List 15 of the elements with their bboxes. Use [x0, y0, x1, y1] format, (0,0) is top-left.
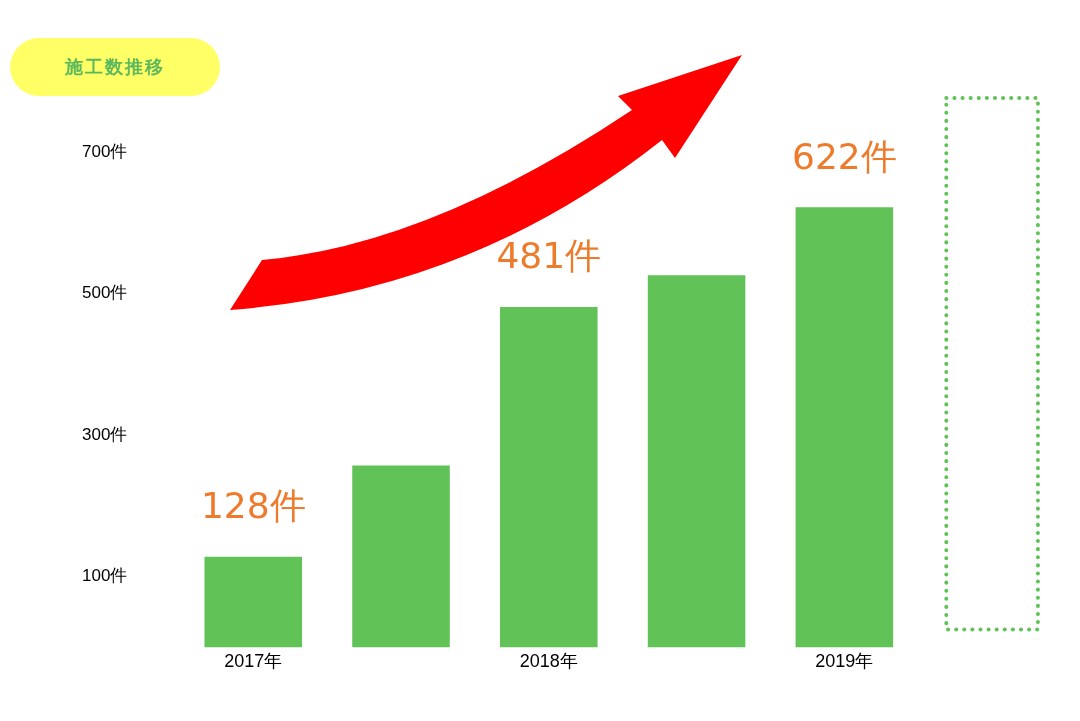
- y-tick-label: 500件: [81, 283, 128, 303]
- bar: [500, 306, 598, 648]
- y-tick-label: 300件: [81, 424, 128, 444]
- y-tick-label: 700件: [81, 141, 128, 161]
- bar: [647, 275, 746, 648]
- bar: [352, 465, 450, 648]
- x-tick-label: 2019年: [815, 651, 874, 672]
- y-tick-label: 100件: [81, 566, 128, 586]
- bar: [204, 556, 303, 648]
- x-tick-label: 2018年: [519, 651, 578, 672]
- x-tick-label: 2017年: [224, 651, 283, 672]
- bar: [795, 207, 894, 648]
- data-label: 622件: [791, 135, 897, 177]
- data-label: 481件: [496, 235, 602, 277]
- data-label: 128件: [200, 485, 306, 527]
